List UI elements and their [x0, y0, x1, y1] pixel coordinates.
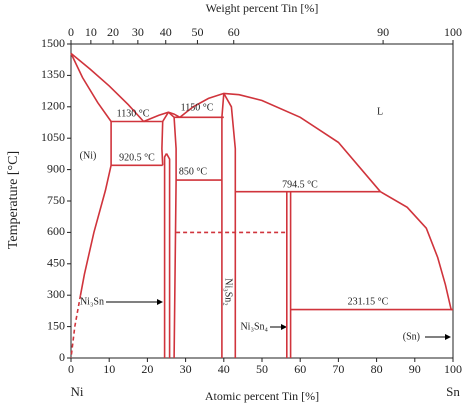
phase-boundary	[167, 111, 177, 359]
annotation: Ni₃Sn₂	[223, 278, 234, 306]
annotation: 920.5 °C	[119, 152, 155, 163]
annotation: Ni₃Sn₄	[240, 321, 268, 332]
phase-boundary	[223, 93, 237, 358]
y-tick-label: 1200	[41, 99, 65, 113]
annotation: 1130 °C	[117, 108, 150, 119]
x-tick-label: 60	[294, 362, 306, 376]
y-tick-label: 1500	[41, 36, 65, 50]
x2-tick-label: 0	[68, 25, 74, 39]
x2-tick-label: 60	[228, 25, 240, 39]
y-tick-label: 1350	[41, 67, 65, 81]
x2-tick-label: 50	[191, 25, 203, 39]
phase-boundary	[79, 121, 112, 296]
phase-boundary	[70, 295, 82, 359]
x-tick-label: 50	[256, 362, 268, 376]
y-tick-label: 1050	[41, 130, 65, 144]
x-tick-label: 80	[371, 362, 383, 376]
y-tick-label: 150	[47, 318, 65, 332]
x-tick-label: 40	[218, 362, 230, 376]
annotation: 850 °C	[179, 166, 207, 177]
x-tick-label: 70	[332, 362, 344, 376]
phase-boundary	[379, 191, 454, 311]
x-tick-label: 30	[180, 362, 192, 376]
y-tick-label: 0	[59, 350, 65, 364]
annotation: Sn	[446, 384, 460, 399]
annotation: L	[377, 106, 383, 117]
x-tick-label: 0	[68, 362, 74, 376]
annotation: 794.5 °C	[282, 179, 318, 190]
x2-axis-label: Weight percent Tin [%]	[206, 1, 319, 15]
x-tick-label: 20	[141, 362, 153, 376]
y-tick-label: 750	[47, 193, 65, 207]
y-tick-label: 900	[47, 161, 65, 175]
y-axis-label: Temperature [°C]	[6, 151, 21, 249]
phase-boundary	[161, 111, 170, 166]
phase-boundary	[70, 53, 112, 122]
annotation: 231.15 °C	[348, 296, 389, 307]
y-tick-label: 450	[47, 256, 65, 270]
annotation: 1150 °C	[181, 102, 214, 113]
x2-tick-label: 30	[132, 25, 144, 39]
phase-boundary	[70, 52, 145, 123]
x2-tick-label: 90	[377, 25, 389, 39]
x2-tick-label: 10	[85, 25, 97, 39]
y-tick-label: 300	[47, 287, 65, 301]
y-tick-label: 600	[47, 224, 65, 238]
phase-boundary	[165, 153, 171, 358]
annotation: (Sn)	[403, 331, 420, 342]
phase-boundary	[221, 93, 225, 358]
x-tick-label: 90	[409, 362, 421, 376]
x2-tick-label: 40	[160, 25, 172, 39]
phase-boundary	[179, 92, 382, 193]
annotation: Ni₃Sn	[80, 296, 104, 307]
x2-tick-label: 20	[107, 25, 119, 39]
x-tick-label: 10	[103, 362, 115, 376]
phase-boundary	[163, 153, 168, 358]
annotation: Ni	[71, 384, 84, 399]
x2-tick-label: 100	[444, 25, 462, 39]
x-axis-label: Atomic percent Tin [%]	[205, 389, 319, 403]
x-tick-label: 100	[444, 362, 462, 376]
annotation: (Ni)	[80, 150, 97, 161]
